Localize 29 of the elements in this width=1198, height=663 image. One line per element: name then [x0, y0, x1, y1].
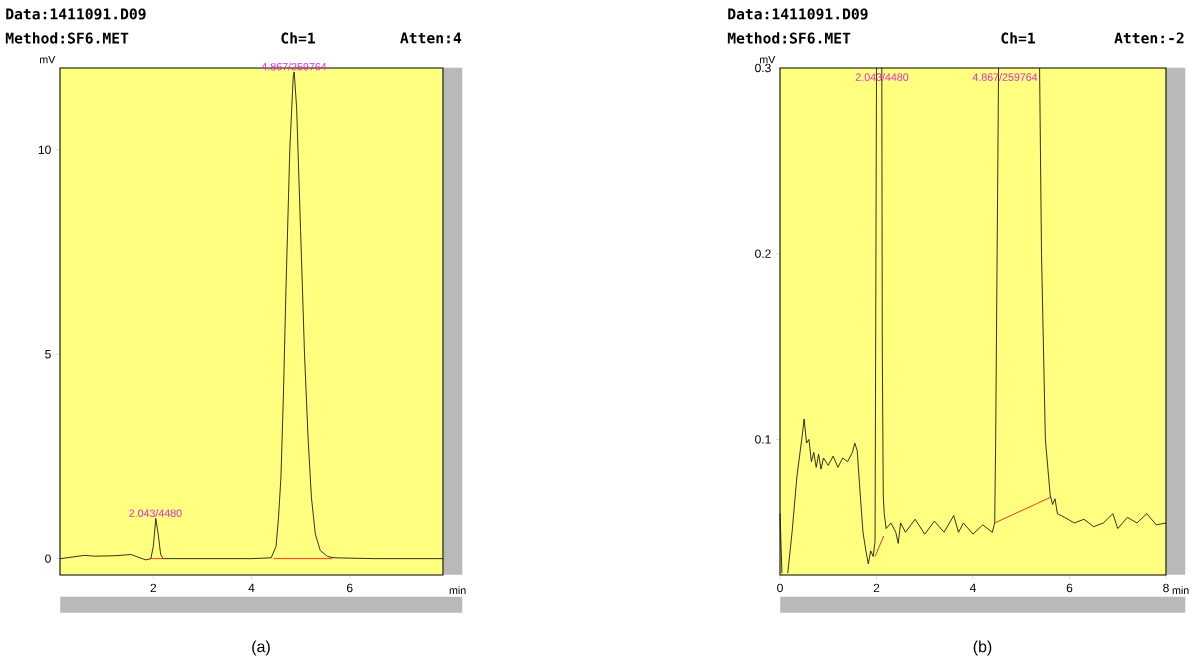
- text: Atten:4: [400, 32, 462, 44]
- text: Atten:-2: [1114, 32, 1184, 44]
- y-tick-label: 5: [45, 350, 51, 359]
- y-tick-label: 0.1: [755, 435, 771, 444]
- x-tick-label: 4: [248, 583, 255, 592]
- y-tick-label: 0.2: [755, 249, 771, 258]
- text: Ch=1: [1001, 32, 1035, 44]
- y-tick-label: 0.3: [755, 63, 771, 73]
- x-axis-title: min: [1172, 586, 1189, 595]
- text: (a): [252, 640, 270, 656]
- x-tick-label: 4: [969, 583, 976, 592]
- text: (b): [973, 640, 992, 656]
- x-tick-label: 8: [1163, 583, 1169, 593]
- y-axis-title: mV: [760, 55, 776, 64]
- x-tick-label: 0: [777, 583, 783, 593]
- chart-subtitle: Method:SF6.MET: [5, 32, 129, 44]
- x-axis-title: min: [449, 586, 466, 595]
- chart-subtitle: Method:SF6.MET: [727, 32, 851, 44]
- text: Ch=1: [281, 32, 315, 44]
- chart-title: Data:1411091.D09: [728, 8, 868, 20]
- x-tick-label: 6: [1066, 583, 1073, 593]
- x-tick-label: 2: [873, 583, 880, 593]
- annotation: 2.043/4480: [129, 509, 182, 517]
- x-tick-label: 2: [150, 583, 157, 593]
- chart-title: Data:1411091.D09: [6, 8, 146, 20]
- x-tick-label: 6: [346, 583, 353, 593]
- y-axis-title: mV: [40, 55, 56, 64]
- y-tick-label: 0: [45, 554, 51, 563]
- y-tick-label: 10: [38, 145, 51, 155]
